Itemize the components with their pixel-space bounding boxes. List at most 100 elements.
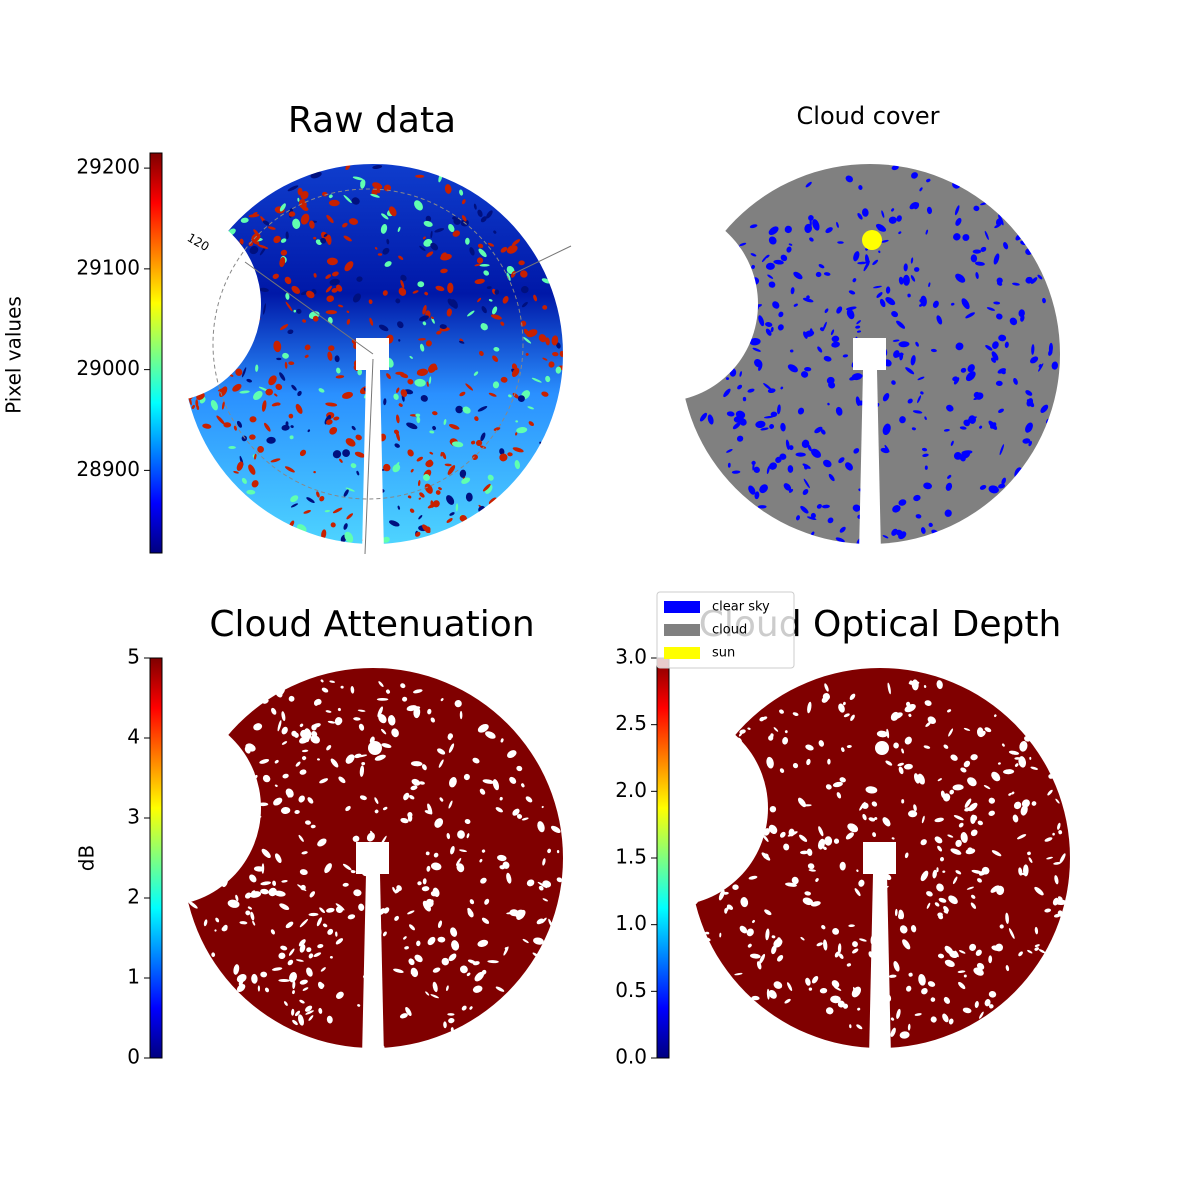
sky-speckle bbox=[385, 357, 394, 368]
sky-speckle bbox=[321, 687, 329, 693]
sky-speckle bbox=[422, 321, 427, 326]
sky-speckle bbox=[337, 304, 344, 308]
sky-speckle bbox=[856, 330, 862, 333]
sky-speckle bbox=[545, 337, 550, 346]
sky-speckle bbox=[213, 767, 218, 773]
sky-speckle bbox=[308, 1015, 314, 1021]
sky-speckle bbox=[439, 324, 447, 330]
sky-speckle bbox=[777, 404, 781, 415]
sky-speckle bbox=[397, 505, 401, 510]
sky-speckle bbox=[768, 990, 777, 999]
colorbar-tick-label: 2.5 bbox=[615, 711, 647, 735]
sky-speckle bbox=[837, 943, 842, 954]
legend-label: clear sky bbox=[712, 600, 770, 615]
sky-speckle bbox=[425, 991, 430, 996]
sky-speckle bbox=[944, 959, 955, 968]
sky-speckle bbox=[455, 405, 463, 414]
sky-speckle bbox=[726, 904, 734, 910]
sky-speckle bbox=[1048, 349, 1053, 356]
sky-speckle bbox=[838, 457, 845, 464]
sky-speckle bbox=[909, 201, 918, 210]
sky-speckle bbox=[722, 236, 729, 242]
sky-speckle bbox=[998, 483, 1006, 489]
sky-speckle bbox=[415, 413, 421, 417]
sky-speckle bbox=[279, 324, 289, 331]
sky-speckle bbox=[919, 187, 923, 192]
sky-speckle bbox=[317, 758, 320, 761]
sky-speckle bbox=[299, 769, 307, 775]
sky-speckle bbox=[244, 299, 251, 307]
sky-speckle bbox=[821, 696, 829, 703]
sky-speckle bbox=[1013, 801, 1022, 810]
sky-speckle bbox=[766, 465, 770, 475]
sky-speckle bbox=[353, 889, 362, 897]
sky-speckle bbox=[398, 403, 403, 407]
sky-speckle bbox=[231, 347, 238, 354]
sky-speckle bbox=[484, 898, 490, 905]
sky-speckle bbox=[440, 268, 448, 274]
sky-speckle bbox=[469, 247, 475, 256]
sky-speckle bbox=[330, 522, 336, 528]
sky-speckle bbox=[881, 239, 889, 243]
sky-speckle bbox=[907, 398, 913, 404]
colorbar-tick-label: 5 bbox=[127, 645, 140, 669]
sky-speckle bbox=[492, 381, 500, 389]
sky-speckle bbox=[321, 529, 327, 540]
sky-speckle bbox=[312, 723, 321, 728]
sky-speckle bbox=[273, 340, 282, 353]
sky-speckle bbox=[979, 1011, 984, 1019]
sky-speckle bbox=[295, 403, 303, 414]
sky-speckle bbox=[792, 712, 799, 716]
sky-speckle bbox=[706, 937, 711, 942]
sky-speckle bbox=[980, 246, 987, 252]
sky-speckle bbox=[344, 261, 354, 272]
sky-speckle bbox=[923, 685, 927, 688]
sky-speckle bbox=[416, 940, 421, 947]
sky-speckle bbox=[550, 825, 561, 834]
sky-speckle bbox=[870, 428, 875, 432]
sky-pixels bbox=[173, 658, 573, 1058]
sky-speckle bbox=[252, 211, 258, 216]
sky-speckle bbox=[938, 897, 947, 903]
sky-speckle bbox=[762, 834, 769, 842]
sky-speckle bbox=[309, 220, 315, 229]
sky-speckle bbox=[479, 445, 487, 449]
sky-speckle bbox=[427, 708, 432, 715]
sky-speckle bbox=[476, 439, 483, 447]
sky-speckle bbox=[925, 721, 931, 727]
sky-speckle bbox=[249, 416, 257, 423]
colorbar-tick-label: 3.0 bbox=[615, 645, 647, 669]
sky-speckle bbox=[366, 870, 371, 874]
sky-speckle bbox=[345, 805, 351, 812]
sky-speckle bbox=[333, 416, 340, 421]
sky-speckle bbox=[879, 347, 888, 357]
sky-speckle bbox=[927, 981, 936, 987]
sky-speckle bbox=[191, 301, 201, 305]
sky-speckle bbox=[393, 429, 400, 435]
sky-speckle bbox=[766, 756, 774, 769]
sky-speckle bbox=[718, 330, 725, 337]
sky-speckle bbox=[479, 263, 490, 267]
sky-speckle bbox=[908, 972, 913, 977]
sky-speckle bbox=[477, 939, 489, 948]
sky-speckle bbox=[897, 762, 904, 767]
sky-speckle bbox=[405, 1006, 412, 1017]
sky-speckle bbox=[303, 510, 311, 514]
sky-speckle bbox=[351, 425, 356, 431]
sky-speckle bbox=[225, 255, 233, 262]
sky-speckle bbox=[842, 354, 849, 358]
sky-speckle bbox=[332, 450, 342, 459]
sky-speckle bbox=[692, 344, 700, 352]
sky-speckle bbox=[395, 298, 401, 304]
sky-speckle bbox=[234, 242, 242, 247]
sky-speckle bbox=[810, 512, 816, 519]
sky-speckle bbox=[406, 422, 418, 430]
sky-speckle bbox=[292, 980, 296, 990]
sky-speckle bbox=[362, 849, 370, 858]
sky-speckle bbox=[764, 909, 772, 916]
sky-speckle bbox=[1023, 864, 1029, 877]
sky-speckle bbox=[974, 1001, 979, 1008]
sky-speckle bbox=[908, 810, 918, 818]
sky-speckle bbox=[308, 953, 314, 959]
sky-speckle bbox=[252, 920, 256, 926]
